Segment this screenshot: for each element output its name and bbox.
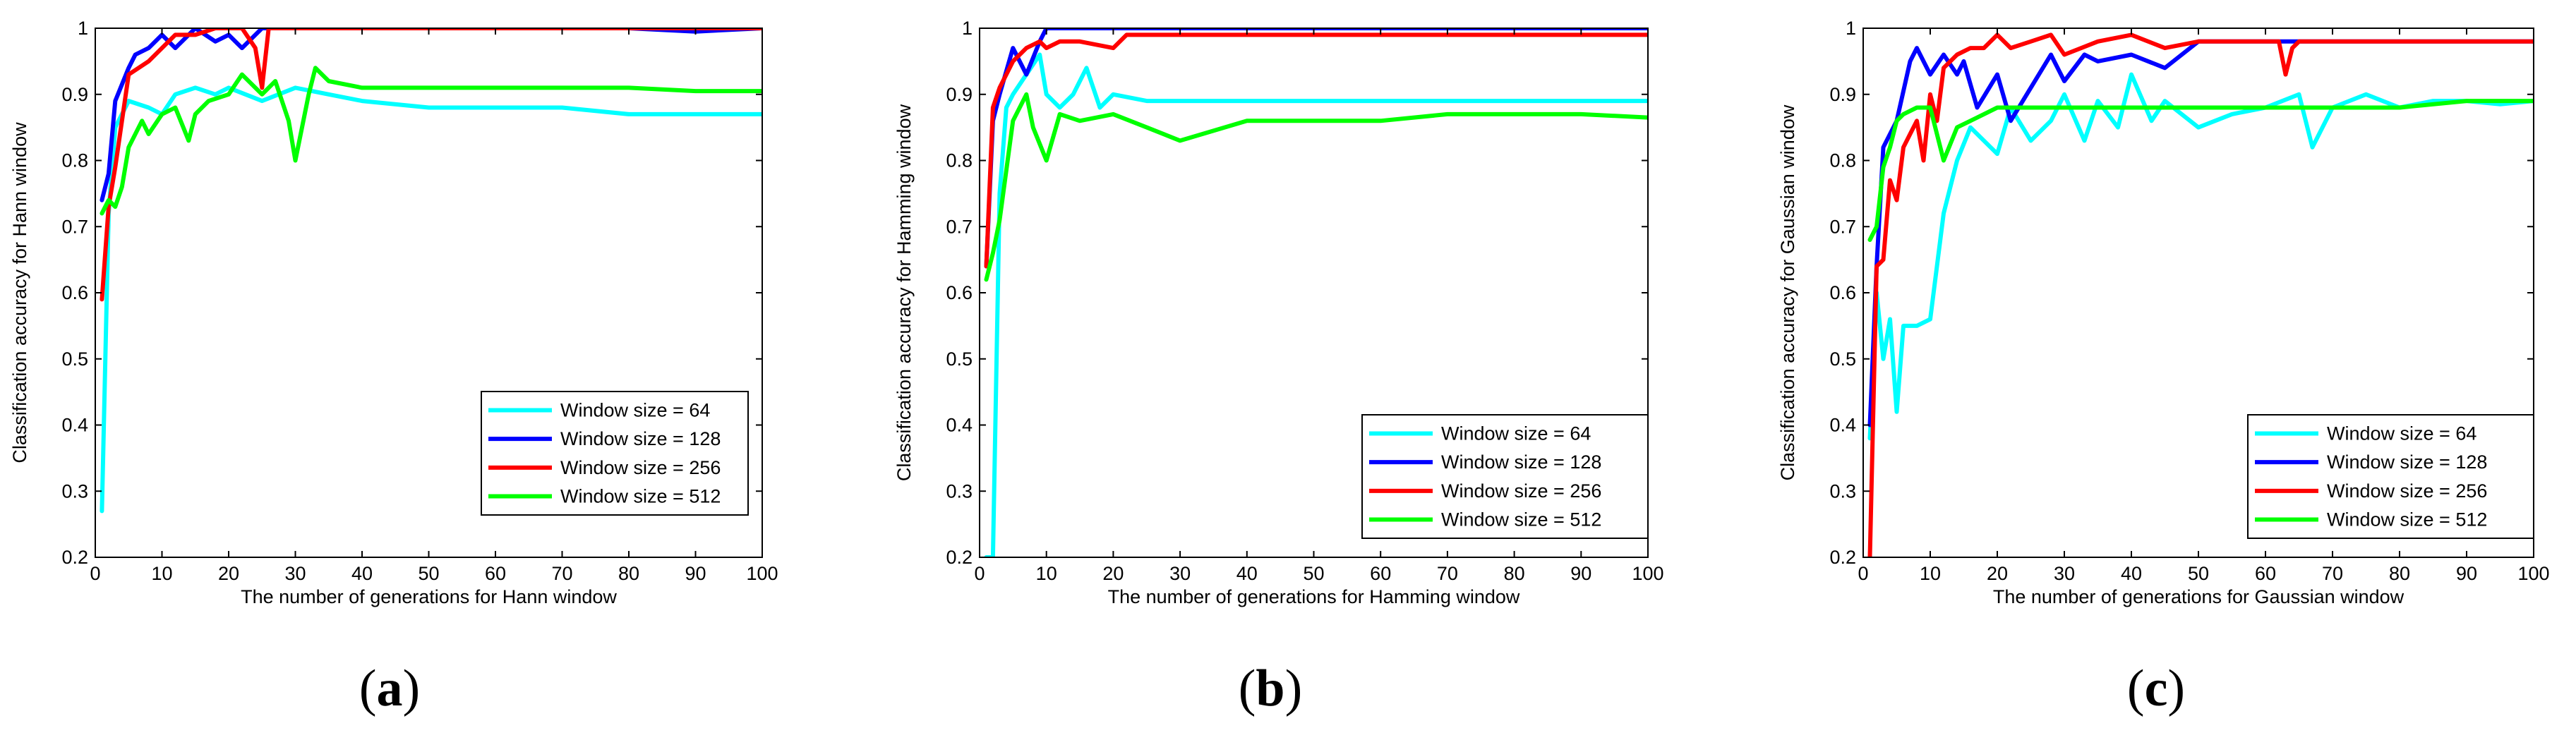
- series-line-1: [984, 52, 1648, 557]
- legend: Window size = 64 Window size = 128 Window …: [1361, 414, 1649, 539]
- x-axis-label: The number of generations for Hann windo…: [241, 586, 617, 607]
- y-tick-label: 0.8: [61, 150, 88, 171]
- y-tick-label: 0.3: [1829, 480, 1856, 502]
- x-tick-label: 10: [1920, 563, 1941, 584]
- y-axis-label: Classification accuracy for Hann window: [9, 122, 30, 463]
- legend-entry: Window size = 256: [1441, 480, 1601, 502]
- series-line-1: [1867, 72, 2534, 441]
- x-tick-label: 20: [1987, 563, 2008, 584]
- y-tick-label: 0.8: [946, 150, 973, 171]
- y-tick-label: 0.3: [946, 480, 973, 502]
- x-tick-label: 100: [746, 563, 778, 584]
- series-line-4: [984, 92, 1648, 282]
- series-line-2: [984, 28, 1648, 269]
- y-tick-label: 0.6: [1829, 282, 1856, 303]
- panel-label: (c): [2127, 660, 2185, 717]
- x-tick-label: 90: [685, 563, 706, 584]
- x-tick-label: 70: [551, 563, 572, 584]
- legend: Window size = 64 Window size = 128 Window …: [2247, 414, 2534, 539]
- series-line-1: [100, 85, 762, 514]
- y-tick-label: 1: [962, 18, 973, 39]
- y-tick-label: 0.2: [1829, 547, 1856, 568]
- x-tick-label: 40: [2121, 563, 2142, 584]
- x-tick-label: 60: [2255, 563, 2276, 584]
- x-tick-label: 50: [1303, 563, 1324, 584]
- chart-panel-b: 0 10 20 30 40 50 60 70 80 90 100 0.2 0.3 0.4 0.5 0.6 0.7…: [893, 18, 1664, 717]
- y-tick-label: 0.5: [61, 348, 88, 370]
- x-tick-label: 20: [1102, 563, 1124, 584]
- y-tick-label: 0.9: [61, 84, 88, 105]
- series-line-4: [100, 66, 762, 216]
- legend-entry: Window size = 256: [560, 457, 721, 478]
- x-axis-label: The number of generations for Gaussian w…: [1993, 586, 2405, 607]
- series-line-2: [100, 28, 762, 202]
- legend-entry: Window size = 512: [2327, 509, 2487, 530]
- x-tick-label: 0: [974, 563, 985, 584]
- x-tick-label: 0: [1858, 563, 1868, 584]
- chart-panel-a: 0 10 20 30 40 50 60 70 80 90 100 0.2 0.3 0.4 0.5 0.6 0.7…: [9, 18, 778, 717]
- y-tick-label: 0.8: [1829, 150, 1856, 171]
- legend-entry: Window size = 128: [2327, 451, 2487, 473]
- y-tick-label: 0.4: [1829, 415, 1856, 436]
- x-tick-label: 80: [1504, 563, 1525, 584]
- x-tick-label: 50: [2188, 563, 2209, 584]
- legend-entry: Window size = 512: [560, 486, 721, 507]
- y-tick-label: 0.7: [946, 216, 973, 237]
- legend-entry: Window size = 128: [560, 428, 721, 449]
- series-line-4: [1867, 99, 2534, 242]
- x-tick-label: 80: [2389, 563, 2410, 584]
- y-tick-label: 0.4: [61, 415, 88, 436]
- y-tick-label: 0.6: [946, 282, 973, 303]
- chart-panel-c: 0 10 20 30 40 50 60 70 80 90 100 0.2 0.3 0.4 0.5 0.6 0.7…: [1777, 18, 2550, 717]
- x-axis-label: The number of generations for Hamming wi…: [1108, 586, 1520, 607]
- y-tick-label: 0.6: [61, 282, 88, 303]
- y-tick-label: 0.5: [946, 348, 973, 370]
- x-tick-label: 60: [1370, 563, 1391, 584]
- x-tick-label: 10: [1036, 563, 1057, 584]
- y-tick-label: 1: [78, 18, 88, 39]
- y-tick-label: 0.3: [61, 480, 88, 502]
- x-tick-label: 20: [218, 563, 239, 584]
- x-tick-label: 40: [351, 563, 373, 584]
- x-tick-label: 30: [2054, 563, 2075, 584]
- x-tick-label: 90: [1570, 563, 1591, 584]
- panel-label: (a): [359, 660, 420, 717]
- x-tick-label: 70: [2322, 563, 2343, 584]
- x-tick-label: 30: [1169, 563, 1191, 584]
- y-tick-label: 0.2: [946, 547, 973, 568]
- series-line-3: [100, 28, 762, 302]
- legend-entry: Window size = 256: [2327, 480, 2487, 502]
- y-axis-label: Classification accuracy for Gaussian win…: [1777, 104, 1798, 480]
- y-tick-label: 0.5: [1829, 348, 1856, 370]
- panel-label: (b): [1239, 660, 1302, 717]
- legend-entry: Window size = 64: [1441, 423, 1591, 444]
- y-tick-label: 0.7: [61, 216, 88, 237]
- y-axis-label: Classification accuracy for Hamming wind…: [893, 104, 915, 481]
- legend-entry: Window size = 512: [1441, 509, 1601, 530]
- x-tick-label: 10: [151, 563, 172, 584]
- x-tick-label: 0: [90, 563, 100, 584]
- y-tick-label: 0.9: [1829, 84, 1856, 105]
- x-tick-label: 100: [1632, 563, 1663, 584]
- x-tick-label: 50: [418, 563, 439, 584]
- x-tick-label: 90: [2456, 563, 2477, 584]
- series-line-3: [1867, 32, 2534, 557]
- x-tick-label: 40: [1236, 563, 1258, 584]
- x-tick-label: 60: [485, 563, 506, 584]
- y-tick-label: 0.9: [946, 84, 973, 105]
- y-tick-label: 0.4: [946, 415, 973, 436]
- x-tick-label: 30: [284, 563, 306, 584]
- legend: Window size = 64 Window size = 128 Window …: [481, 391, 749, 516]
- x-tick-label: 80: [618, 563, 639, 584]
- x-tick-label: 100: [2517, 563, 2549, 584]
- legend-entry: Window size = 128: [1441, 451, 1601, 473]
- legend-entry: Window size = 64: [2327, 423, 2476, 444]
- y-tick-label: 1: [1846, 18, 1856, 39]
- legend-entry: Window size = 64: [560, 399, 710, 420]
- y-tick-label: 0.7: [1829, 216, 1856, 237]
- y-tick-label: 0.2: [61, 547, 88, 568]
- x-tick-label: 70: [1437, 563, 1458, 584]
- series-line-3: [984, 32, 1648, 269]
